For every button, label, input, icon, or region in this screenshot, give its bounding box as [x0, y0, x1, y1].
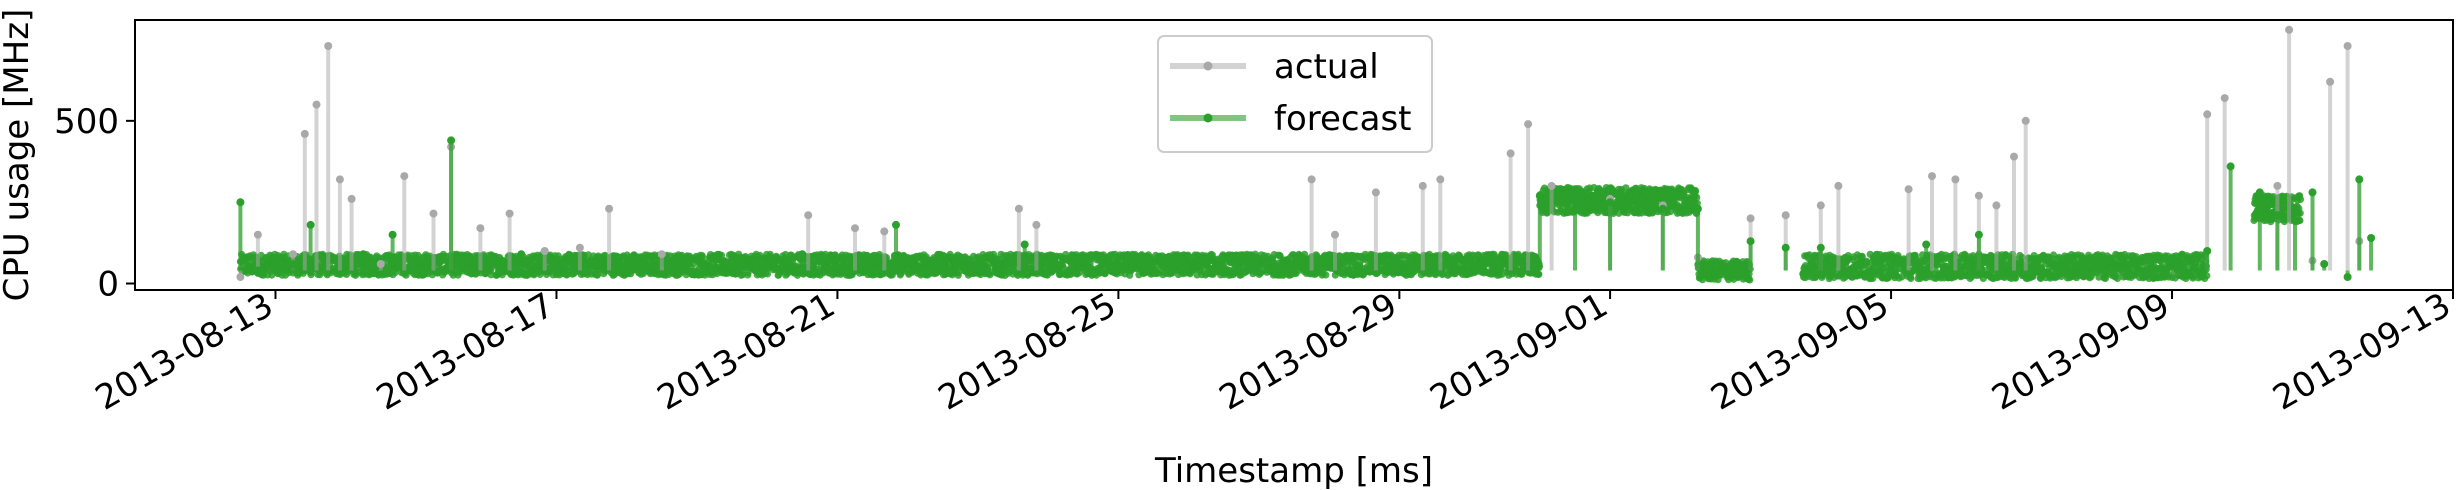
baseline-dot	[1322, 271, 1330, 279]
baseline-dot	[763, 270, 772, 278]
baseline-dot	[1746, 276, 1754, 284]
baseline-dot	[1535, 270, 1543, 278]
series-layer	[236, 25, 2376, 284]
baseline-dot	[1907, 274, 1915, 283]
baseline-dot	[2203, 272, 2211, 280]
